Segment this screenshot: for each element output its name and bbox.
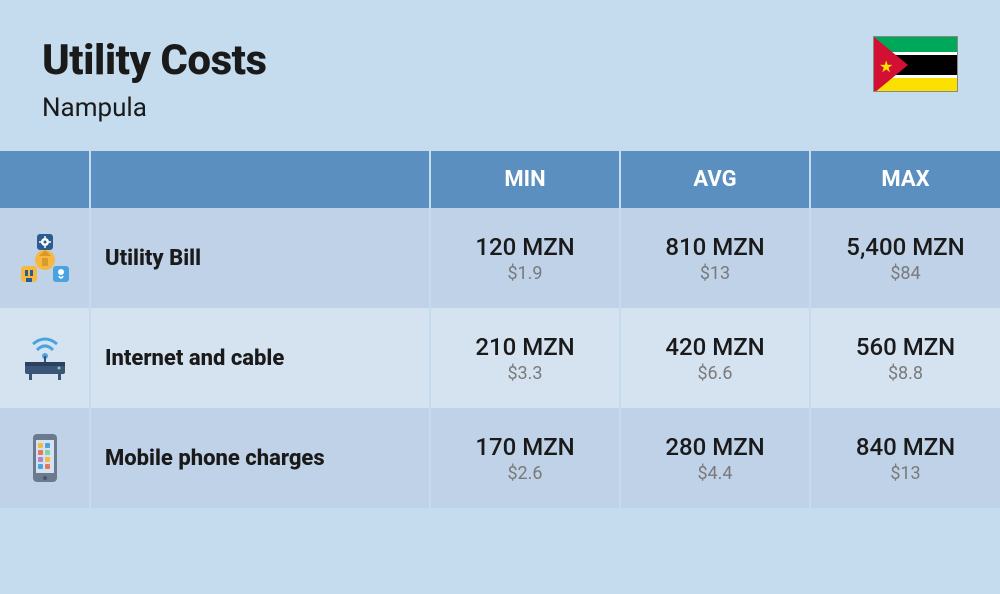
utility-bill-icon [15,228,75,288]
cell-max: 560 MZN $8.8 [810,308,1000,408]
row-label: Utility Bill [90,208,430,308]
value-sub: $4.4 [629,463,801,484]
table-row: Mobile phone charges 170 MZN $2.6 280 MZ… [0,408,1000,508]
row-label: Mobile phone charges [90,408,430,508]
col-avg: AVG [620,151,810,208]
cell-max: 5,400 MZN $84 [810,208,1000,308]
icon-cell [0,408,90,508]
cell-min: 210 MZN $3.3 [430,308,620,408]
cell-avg: 280 MZN $4.4 [620,408,810,508]
value-sub: $3.3 [439,363,611,384]
col-label [90,151,430,208]
flag-mozambique-icon: ★ [873,36,958,92]
value-main: 840 MZN [819,433,992,461]
utility-costs-table: MIN AVG MAX [0,151,1000,508]
value-main: 210 MZN [439,333,611,361]
internet-cable-icon [15,328,75,388]
value-main: 560 MZN [819,333,992,361]
icon-cell [0,208,90,308]
page-title: Utility Costs [42,36,267,85]
mobile-phone-icon [15,428,75,488]
value-sub: $8.8 [819,363,992,384]
value-sub: $2.6 [439,463,611,484]
icon-cell [0,308,90,408]
value-main: 420 MZN [629,333,801,361]
header-left: Utility Costs Nampula [42,36,267,123]
value-main: 280 MZN [629,433,801,461]
value-sub: $13 [629,263,801,284]
table-header-row: MIN AVG MAX [0,151,1000,208]
header: Utility Costs Nampula ★ [0,0,1000,151]
value-sub: $84 [819,263,992,284]
page-container: Utility Costs Nampula ★ MIN AVG MAX [0,0,1000,594]
cell-avg: 420 MZN $6.6 [620,308,810,408]
page-subtitle: Nampula [42,93,267,123]
cell-min: 170 MZN $2.6 [430,408,620,508]
table-row: Utility Bill 120 MZN $1.9 810 MZN $13 5,… [0,208,1000,308]
value-main: 5,400 MZN [819,233,992,261]
col-icon [0,151,90,208]
value-sub: $1.9 [439,263,611,284]
value-main: 120 MZN [439,233,611,261]
value-sub: $6.6 [629,363,801,384]
row-label: Internet and cable [90,308,430,408]
cell-min: 120 MZN $1.9 [430,208,620,308]
table-row: Internet and cable 210 MZN $3.3 420 MZN … [0,308,1000,408]
value-main: 810 MZN [629,233,801,261]
col-max: MAX [810,151,1000,208]
value-main: 170 MZN [439,433,611,461]
value-sub: $13 [819,463,992,484]
col-min: MIN [430,151,620,208]
cell-max: 840 MZN $13 [810,408,1000,508]
cell-avg: 810 MZN $13 [620,208,810,308]
